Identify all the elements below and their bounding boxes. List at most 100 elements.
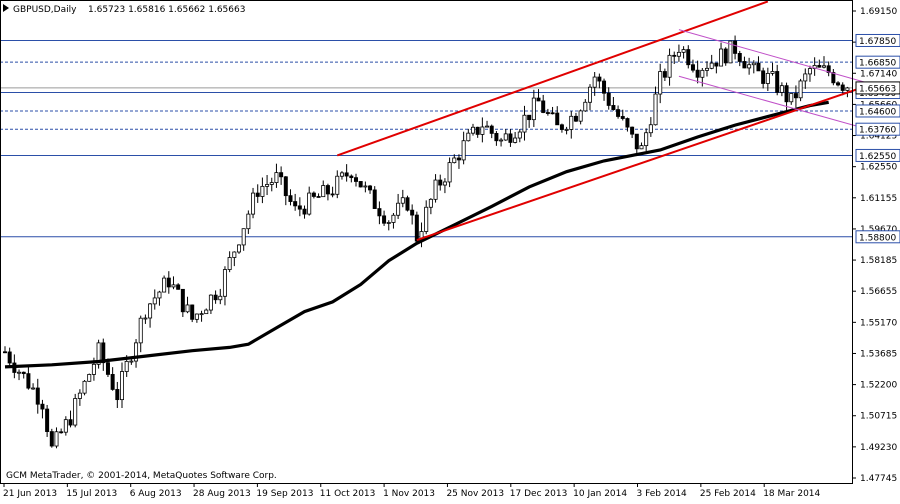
candle-body: [499, 139, 504, 142]
candle-body: [105, 362, 110, 375]
candle-body: [676, 51, 681, 57]
candle-body: [148, 303, 153, 319]
candle-body: [793, 93, 798, 99]
candle-body: [17, 371, 22, 374]
candle-body: [279, 172, 284, 178]
current-price-tag: [855, 81, 900, 95]
candle-body: [424, 206, 429, 232]
candle-body: [653, 93, 658, 126]
y-tick-label: 1.59670: [860, 225, 897, 235]
candle-body: [232, 251, 237, 258]
x-tick-label: 21 Jun 2013: [3, 489, 57, 499]
candle-body: [297, 205, 302, 210]
candle-body: [756, 62, 761, 72]
candle-body: [335, 175, 340, 195]
candle-body: [368, 185, 373, 191]
candle-body: [400, 197, 405, 204]
red-channel-upper[interactable]: [336, 0, 769, 157]
level-tag-label: 1.63760: [859, 126, 896, 136]
candle-body: [559, 124, 564, 130]
candle-body: [503, 133, 508, 141]
candle-body: [199, 313, 204, 316]
candle-body: [166, 277, 171, 288]
candle-body: [672, 54, 677, 57]
candle-body: [480, 126, 485, 135]
candle-body: [840, 84, 845, 91]
candle-body: [742, 61, 747, 69]
y-tick-label: 1.69150: [860, 7, 897, 17]
candle-body: [588, 86, 593, 103]
candle-body: [185, 304, 190, 313]
footer-copyright: GCM MetaTrader, © 2001-2014, MetaQuotes …: [6, 471, 277, 481]
candle-body: [330, 193, 335, 196]
candle-body: [803, 73, 808, 82]
candle-body: [410, 209, 415, 216]
candle-body: [433, 179, 438, 200]
candle-body: [134, 342, 139, 362]
candle-body: [807, 68, 812, 75]
candle-body: [770, 71, 775, 74]
candle-body: [236, 244, 241, 253]
candle-body: [456, 157, 461, 161]
candle-body: [157, 291, 162, 299]
x-tick-label: 19 Sep 2013: [256, 489, 313, 499]
candle-body: [461, 140, 466, 161]
price-tags: 1.678501.668501.654501.646001.637601.625…: [855, 33, 900, 244]
candle-body: [382, 215, 387, 224]
candle-body: [96, 342, 101, 365]
candle-body: [761, 70, 766, 84]
candle-body: [775, 71, 780, 93]
candle-body: [321, 185, 326, 198]
candle-body: [639, 145, 644, 150]
candle-body: [751, 62, 756, 66]
candle-body: [485, 125, 490, 128]
candle-body: [569, 115, 574, 130]
candle-body: [789, 93, 794, 103]
x-tick-label: 6 Aug 2013: [130, 489, 182, 499]
candle-body: [176, 284, 181, 290]
y-tick-label: 1.49230: [860, 443, 897, 453]
candle-body: [124, 360, 129, 372]
candle-body: [733, 40, 738, 54]
candle-body: [690, 64, 695, 71]
candle-body: [35, 387, 40, 405]
candle-body: [45, 408, 50, 432]
candle-body: [845, 87, 850, 91]
candle-body: [522, 114, 527, 133]
candle-body: [606, 92, 611, 106]
candle-body: [611, 105, 616, 110]
candle-body: [251, 192, 256, 215]
level-tag-0: [855, 33, 900, 47]
violet-channel-upper[interactable]: [678, 29, 871, 85]
red-channel-lower[interactable]: [416, 83, 872, 241]
candle-body: [728, 40, 733, 64]
candle-body: [208, 294, 213, 311]
candle-body: [494, 132, 499, 142]
candle-body: [302, 208, 307, 215]
candle-body: [358, 181, 363, 188]
candle-body: [826, 65, 831, 73]
violet-channel-lower[interactable]: [678, 75, 871, 131]
candle-body: [428, 198, 433, 208]
y-tick-label: 1.53685: [860, 349, 897, 359]
candle-body: [227, 257, 232, 270]
candle-body: [260, 185, 265, 197]
candle-body: [616, 109, 621, 117]
candle-body: [705, 67, 710, 71]
level-tag-3: [855, 104, 900, 118]
candle-body: [91, 363, 96, 375]
candle-body: [831, 72, 836, 84]
candle-body: [489, 125, 494, 134]
candle-body: [293, 201, 298, 207]
candle-body: [143, 317, 148, 320]
candle-body: [31, 387, 36, 390]
candle-body: [40, 403, 45, 410]
candle-body: [723, 48, 728, 64]
chart-collapse-icon[interactable]: [3, 4, 9, 12]
candle-body: [3, 351, 8, 354]
candle-body: [316, 196, 321, 198]
candle-body: [625, 118, 630, 128]
